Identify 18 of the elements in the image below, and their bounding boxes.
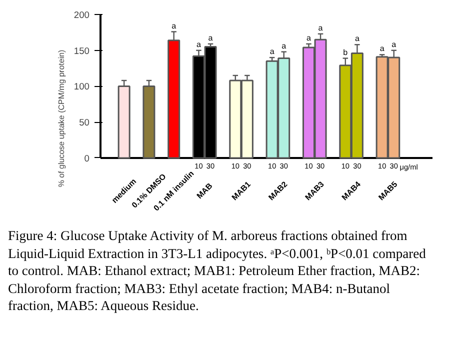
y-tick-label: 200	[74, 10, 90, 20]
data-label: a	[318, 23, 324, 32]
data-label: a	[392, 40, 397, 49]
caption: Figure 4: Glucose Uptake Activity of M. arboreus fractions obtained from Liquid-Liquid Extraction in 3T3-L1 adipocytes. ᵃP<0.001, ᵇP<0.01 compared to control. MAB: Ethanol extract; MAB1: Petroleum Ether fraction, MAB2: Chloroform fraction; MAB3: Ethyl acetate fraction; MAB4: n-Butanol fraction, MAB5: Aqueous Residue.	[8, 227, 427, 315]
data-label: a	[196, 40, 202, 49]
y-tick-label: 50	[79, 118, 90, 128]
data-label: b	[343, 48, 348, 57]
data-label: a	[270, 47, 275, 56]
data-label: a	[354, 34, 360, 44]
data-label: a	[172, 21, 177, 30]
y-tick-label: 150	[74, 46, 90, 56]
data-label: a	[306, 33, 312, 42]
data-label: a	[282, 41, 287, 50]
y-axis-title: % of glucose uptake (CPM/mg protein)	[56, 49, 66, 188]
y-tick-label: 100	[74, 82, 90, 92]
data-label: a	[208, 33, 214, 42]
data-label: a	[380, 44, 385, 54]
y-tick-label: 0	[84, 153, 90, 164]
